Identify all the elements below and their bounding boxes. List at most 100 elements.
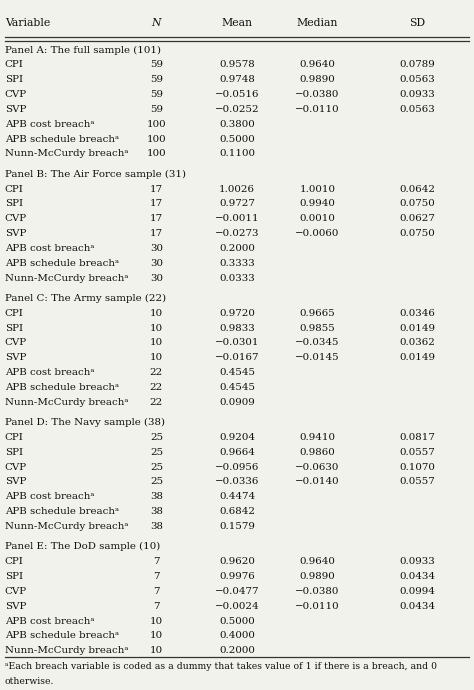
Text: otherwise.: otherwise. bbox=[5, 678, 54, 687]
Text: APB schedule breachᵃ: APB schedule breachᵃ bbox=[5, 631, 119, 640]
Text: 7: 7 bbox=[153, 602, 160, 611]
Text: SPI: SPI bbox=[5, 199, 23, 208]
Text: 0.9578: 0.9578 bbox=[219, 61, 255, 70]
Text: −0.0301: −0.0301 bbox=[215, 338, 259, 348]
Text: 0.9727: 0.9727 bbox=[219, 199, 255, 208]
Text: APB schedule breachᵃ: APB schedule breachᵃ bbox=[5, 135, 119, 144]
Text: −0.0345: −0.0345 bbox=[295, 338, 340, 348]
Text: 0.9890: 0.9890 bbox=[300, 572, 336, 581]
Text: 25: 25 bbox=[150, 448, 163, 457]
Text: 0.9665: 0.9665 bbox=[300, 308, 336, 318]
Text: 38: 38 bbox=[150, 522, 163, 531]
Text: CVP: CVP bbox=[5, 90, 27, 99]
Text: Panel B: The Air Force sample (31): Panel B: The Air Force sample (31) bbox=[5, 170, 186, 179]
Text: 0.5000: 0.5000 bbox=[219, 135, 255, 144]
Text: Panel C: The Army sample (22): Panel C: The Army sample (22) bbox=[5, 294, 166, 303]
Text: 17: 17 bbox=[150, 184, 163, 194]
Text: Variable: Variable bbox=[5, 18, 50, 28]
Text: −0.0110: −0.0110 bbox=[295, 602, 340, 611]
Text: 0.0933: 0.0933 bbox=[399, 90, 435, 99]
Text: −0.0516: −0.0516 bbox=[215, 90, 259, 99]
Text: 0.9640: 0.9640 bbox=[300, 557, 336, 566]
Text: CPI: CPI bbox=[5, 61, 24, 70]
Text: 0.0149: 0.0149 bbox=[399, 353, 435, 362]
Text: 30: 30 bbox=[150, 273, 163, 283]
Text: 17: 17 bbox=[150, 214, 163, 224]
Text: 0.1579: 0.1579 bbox=[219, 522, 255, 531]
Text: 0.9860: 0.9860 bbox=[300, 448, 336, 457]
Text: 0.0557: 0.0557 bbox=[399, 448, 435, 457]
Text: −0.0011: −0.0011 bbox=[215, 214, 259, 224]
Text: SVP: SVP bbox=[5, 105, 26, 114]
Text: 17: 17 bbox=[150, 229, 163, 238]
Text: 0.9664: 0.9664 bbox=[219, 448, 255, 457]
Text: APB schedule breachᵃ: APB schedule breachᵃ bbox=[5, 259, 119, 268]
Text: APB cost breachᵃ: APB cost breachᵃ bbox=[5, 368, 94, 377]
Text: CPI: CPI bbox=[5, 557, 24, 566]
Text: 59: 59 bbox=[150, 61, 163, 70]
Text: SVP: SVP bbox=[5, 477, 26, 486]
Text: Panel E: The DoD sample (10): Panel E: The DoD sample (10) bbox=[5, 542, 160, 551]
Text: −0.0477: −0.0477 bbox=[215, 586, 259, 596]
Text: APB cost breachᵃ: APB cost breachᵃ bbox=[5, 616, 94, 626]
Text: CVP: CVP bbox=[5, 214, 27, 224]
Text: −0.0380: −0.0380 bbox=[295, 90, 340, 99]
Text: 0.1100: 0.1100 bbox=[219, 149, 255, 159]
Text: SVP: SVP bbox=[5, 229, 26, 238]
Text: 25: 25 bbox=[150, 433, 163, 442]
Text: 0.0557: 0.0557 bbox=[399, 477, 435, 486]
Text: −0.0252: −0.0252 bbox=[215, 105, 259, 114]
Text: Mean: Mean bbox=[221, 18, 253, 28]
Text: 0.0333: 0.0333 bbox=[219, 273, 255, 283]
Text: 10: 10 bbox=[150, 338, 163, 348]
Text: 0.9720: 0.9720 bbox=[219, 308, 255, 318]
Text: APB cost breachᵃ: APB cost breachᵃ bbox=[5, 244, 94, 253]
Text: 0.0994: 0.0994 bbox=[399, 586, 435, 596]
Text: 59: 59 bbox=[150, 75, 163, 84]
Text: 0.3800: 0.3800 bbox=[219, 119, 255, 129]
Text: 0.4000: 0.4000 bbox=[219, 631, 255, 640]
Text: 0.0789: 0.0789 bbox=[399, 61, 435, 70]
Text: 22: 22 bbox=[150, 383, 163, 392]
Text: −0.0956: −0.0956 bbox=[215, 462, 259, 472]
Text: 0.0434: 0.0434 bbox=[399, 572, 435, 581]
Text: −0.0630: −0.0630 bbox=[295, 462, 340, 472]
Text: CVP: CVP bbox=[5, 462, 27, 472]
Text: 0.4474: 0.4474 bbox=[219, 492, 255, 502]
Text: APB schedule breachᵃ: APB schedule breachᵃ bbox=[5, 507, 119, 516]
Text: SPI: SPI bbox=[5, 572, 23, 581]
Text: APB cost breachᵃ: APB cost breachᵃ bbox=[5, 119, 94, 129]
Text: 0.2000: 0.2000 bbox=[219, 646, 255, 656]
Text: 10: 10 bbox=[150, 616, 163, 626]
Text: 0.0933: 0.0933 bbox=[399, 557, 435, 566]
Text: −0.0060: −0.0060 bbox=[295, 229, 340, 238]
Text: 100: 100 bbox=[146, 149, 166, 159]
Text: 0.9976: 0.9976 bbox=[219, 572, 255, 581]
Text: 7: 7 bbox=[153, 586, 160, 596]
Text: 0.0750: 0.0750 bbox=[399, 199, 435, 208]
Text: 0.1070: 0.1070 bbox=[399, 462, 435, 472]
Text: −0.0336: −0.0336 bbox=[215, 477, 259, 486]
Text: 10: 10 bbox=[150, 324, 163, 333]
Text: 1.0026: 1.0026 bbox=[219, 184, 255, 194]
Text: 0.9748: 0.9748 bbox=[219, 75, 255, 84]
Text: CPI: CPI bbox=[5, 433, 24, 442]
Text: Panel D: The Navy sample (38): Panel D: The Navy sample (38) bbox=[5, 418, 165, 427]
Text: 22: 22 bbox=[150, 397, 163, 407]
Text: CVP: CVP bbox=[5, 586, 27, 596]
Text: 0.0149: 0.0149 bbox=[399, 324, 435, 333]
Text: APB schedule breachᵃ: APB schedule breachᵃ bbox=[5, 383, 119, 392]
Text: 0.9855: 0.9855 bbox=[300, 324, 336, 333]
Text: 0.0563: 0.0563 bbox=[399, 105, 435, 114]
Text: 0.0817: 0.0817 bbox=[399, 433, 435, 442]
Text: 0.3333: 0.3333 bbox=[219, 259, 255, 268]
Text: −0.0380: −0.0380 bbox=[295, 586, 340, 596]
Text: CVP: CVP bbox=[5, 338, 27, 348]
Text: 0.0750: 0.0750 bbox=[399, 229, 435, 238]
Text: SD: SD bbox=[409, 18, 425, 28]
Text: 0.0362: 0.0362 bbox=[399, 338, 435, 348]
Text: 0.0346: 0.0346 bbox=[399, 308, 435, 318]
Text: 0.2000: 0.2000 bbox=[219, 244, 255, 253]
Text: 0.9410: 0.9410 bbox=[300, 433, 336, 442]
Text: −0.0273: −0.0273 bbox=[215, 229, 259, 238]
